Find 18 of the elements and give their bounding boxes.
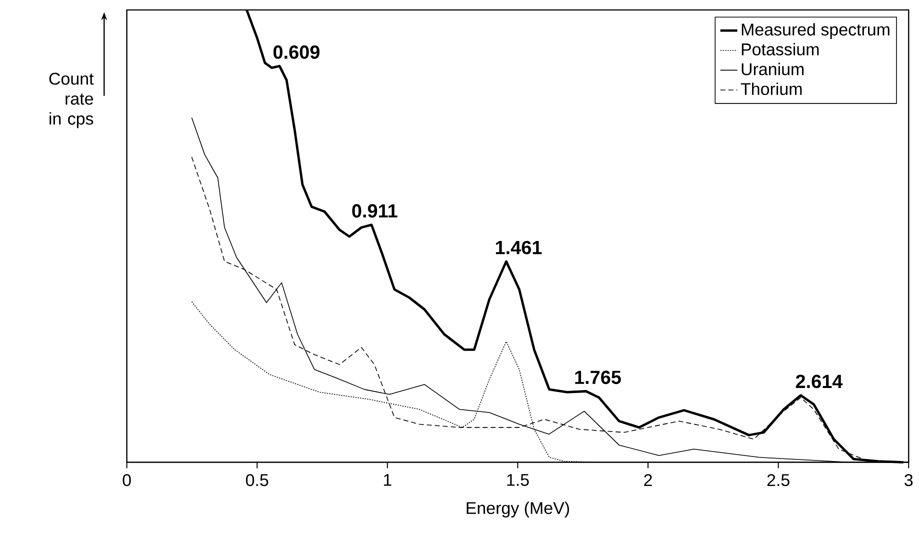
x-tick-label: 0.5 [246,474,268,486]
x-tick-label: 2 [644,474,652,486]
legend-label: Measured spectrum [742,23,890,39]
x-tick-label: 2.5 [767,474,790,486]
x-tick-label: 1.5 [507,474,529,486]
annotation: 1.765 [575,370,621,384]
legend-label: Potassium [742,42,819,56]
annotation: 0.609 [273,45,320,59]
y-axis-title: Count rate in cps [49,72,94,128]
annotation: 2.614 [796,374,843,388]
x-tick-label: 1 [384,474,392,486]
x-tick-label: 0 [122,474,131,486]
legend-label: Uranium [742,62,804,76]
x-axis-title: Energy (MeV) [466,502,569,518]
legend-label: Thorium [740,82,802,95]
x-tick-label: 3 [904,474,913,486]
annotation: 0.911 [352,204,398,218]
annotation: 1.461 [496,240,542,254]
